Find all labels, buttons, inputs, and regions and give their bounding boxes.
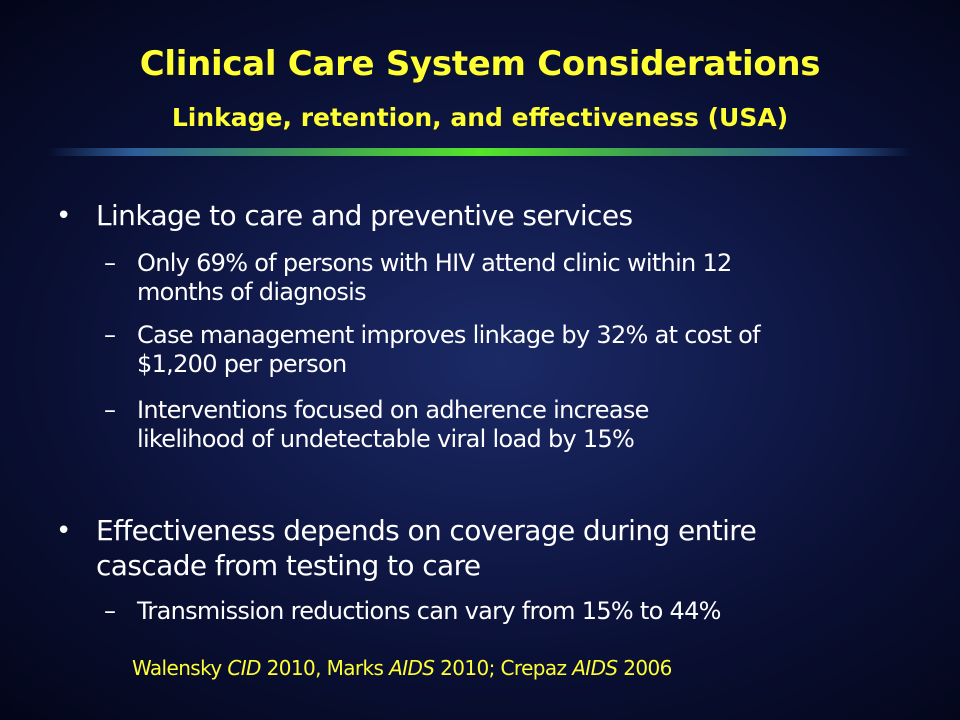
bullet-text-line1: Effectiveness depends on coverage during… bbox=[96, 514, 757, 547]
sub-bullet-marker: – bbox=[104, 597, 116, 625]
citation-year-2: 2010; Crepaz bbox=[434, 656, 573, 680]
bullet-marker: • bbox=[56, 516, 72, 546]
sub-bullet-text-line1: Case management improves linkage by 32% … bbox=[137, 321, 761, 349]
citation: Walensky CID 2010, Marks AIDS 2010; Crep… bbox=[132, 656, 672, 680]
citation-journal-3: AIDS bbox=[572, 656, 618, 680]
bullet-text-line2: cascade from testing to care bbox=[96, 549, 481, 582]
bullet-text: Linkage to care and preventive services bbox=[96, 199, 633, 232]
sub-bullet-text-line1: Interventions focused on adherence incre… bbox=[137, 396, 649, 424]
sub-bullet-text-line2: likelihood of undetectable viral load by… bbox=[137, 425, 635, 453]
citation-journal-1: CID bbox=[227, 656, 261, 680]
sub-bullet-marker: – bbox=[104, 396, 116, 424]
sub-bullet-marker: – bbox=[104, 249, 116, 277]
sub-bullet-text-line2: months of diagnosis bbox=[137, 278, 367, 306]
bullet-marker: • bbox=[56, 201, 72, 231]
sub-bullet-text: Transmission reductions can vary from 15… bbox=[137, 597, 721, 625]
citation-year-1: 2010, Marks bbox=[260, 656, 390, 680]
citation-journal-2: AIDS bbox=[389, 656, 435, 680]
slide-title: Clinical Care System Considerations bbox=[139, 44, 821, 84]
citation-author-1: Walensky bbox=[132, 656, 228, 680]
title-divider bbox=[48, 148, 912, 156]
sub-bullet-marker: – bbox=[104, 321, 116, 349]
sub-bullet-text-line2: $1,200 per person bbox=[137, 350, 347, 378]
citation-year-3: 2006 bbox=[617, 656, 672, 680]
slide-subtitle: Linkage, retention, and effectiveness (U… bbox=[171, 103, 789, 132]
sub-bullet-text-line1: Only 69% of persons with HIV attend clin… bbox=[137, 249, 732, 277]
